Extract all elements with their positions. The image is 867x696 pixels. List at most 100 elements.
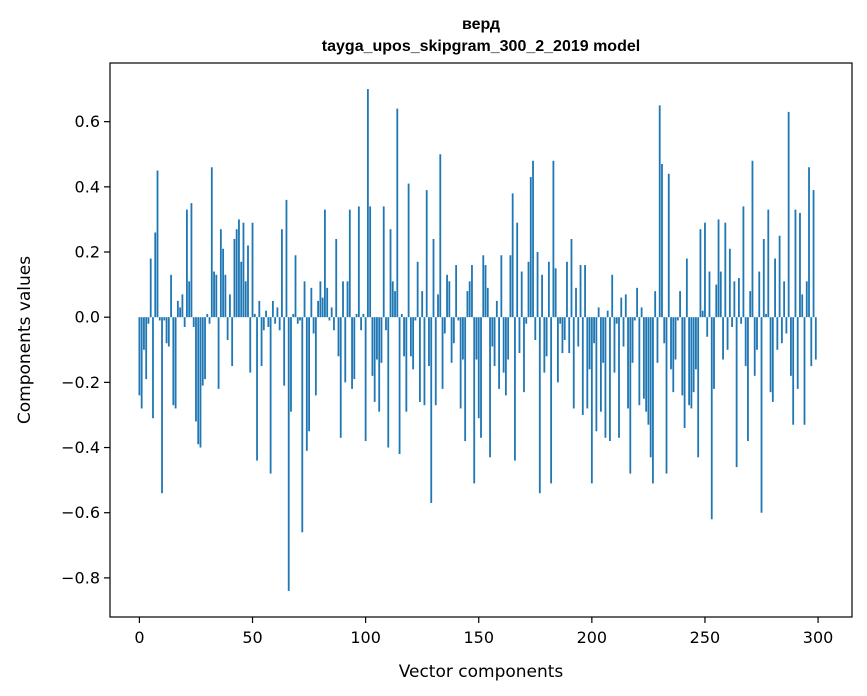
bar-component-46 <box>243 223 245 318</box>
bar-component-188 <box>564 317 566 340</box>
bar-component-67 <box>290 317 292 412</box>
bar-component-218 <box>632 317 634 363</box>
bar-component-222 <box>641 307 643 317</box>
bar-component-129 <box>430 317 432 503</box>
bar-component-116 <box>401 314 403 317</box>
bar-component-15 <box>172 317 174 405</box>
bar-component-240 <box>681 317 683 395</box>
bar-component-30 <box>206 314 208 317</box>
bar-component-38 <box>224 275 226 317</box>
bar-component-265 <box>738 278 740 317</box>
bar-component-170 <box>523 317 525 392</box>
bar-component-125 <box>421 291 423 317</box>
bar-component-10 <box>161 317 163 493</box>
bar-component-228 <box>654 291 656 317</box>
bar-component-280 <box>772 317 774 402</box>
bar-component-154 <box>487 288 489 317</box>
bar-component-112 <box>392 281 394 317</box>
bar-component-77 <box>313 317 315 333</box>
bar-component-137 <box>448 281 450 317</box>
bar-component-294 <box>804 317 806 425</box>
y-tick-label: −0.2 <box>61 373 100 392</box>
bar-component-143 <box>462 317 464 359</box>
bar-component-50 <box>252 223 254 318</box>
bar-component-167 <box>516 223 518 318</box>
bar-component-47 <box>245 281 247 317</box>
bar-component-198 <box>586 317 588 408</box>
bar-component-161 <box>503 317 505 372</box>
bar-component-14 <box>170 275 172 317</box>
bar-component-276 <box>763 239 765 317</box>
bar-component-211 <box>616 317 618 324</box>
bar-component-61 <box>277 307 279 317</box>
bar-component-223 <box>643 317 645 398</box>
bar-component-271 <box>752 161 754 317</box>
bar-component-178 <box>541 275 543 317</box>
bar-component-5 <box>150 259 152 318</box>
x-tick-label: 150 <box>463 628 494 647</box>
bar-component-56 <box>265 311 267 318</box>
bar-component-286 <box>785 317 787 333</box>
bar-component-187 <box>562 317 564 353</box>
bar-component-36 <box>220 229 222 317</box>
chart-title: верд <box>462 16 500 33</box>
bar-component-171 <box>525 317 527 324</box>
bar-component-21 <box>186 210 188 318</box>
bar-component-282 <box>776 317 778 350</box>
bar-component-119 <box>408 184 410 318</box>
bar-component-199 <box>589 317 591 369</box>
bar-component-261 <box>729 249 731 317</box>
bar-component-208 <box>609 317 611 441</box>
bar-component-115 <box>399 317 401 454</box>
bar-component-224 <box>645 317 647 412</box>
bar-component-113 <box>394 291 396 317</box>
bar-component-110 <box>387 317 389 447</box>
bar-component-89 <box>340 317 342 438</box>
bar-component-19 <box>181 294 183 317</box>
bar-component-165 <box>512 193 514 317</box>
bar-component-99 <box>362 314 364 317</box>
bar-component-48 <box>247 245 249 317</box>
bar-component-144 <box>464 317 466 441</box>
bar-component-59 <box>272 301 274 317</box>
bar-component-75 <box>308 317 310 431</box>
bar-component-138 <box>451 317 453 363</box>
bar-component-25 <box>195 317 197 421</box>
bar-component-275 <box>761 317 763 513</box>
bar-component-153 <box>485 265 487 317</box>
bar-component-221 <box>638 317 640 405</box>
bar-component-92 <box>347 281 349 317</box>
x-tick-label: 0 <box>134 628 144 647</box>
bar-component-43 <box>236 229 238 317</box>
bar-component-123 <box>417 262 419 317</box>
bar-component-176 <box>537 252 539 317</box>
bar-component-285 <box>783 281 785 317</box>
bar-component-100 <box>365 317 367 441</box>
bar-component-283 <box>779 236 781 317</box>
bar-component-118 <box>405 317 407 412</box>
bar-component-150 <box>478 317 480 418</box>
bar-component-236 <box>672 317 674 392</box>
bar-component-114 <box>396 109 398 318</box>
y-tick-label: −0.6 <box>61 503 100 522</box>
bar-component-201 <box>593 317 595 343</box>
bar-component-204 <box>600 317 602 412</box>
bar-component-267 <box>743 206 745 317</box>
bar-component-238 <box>677 317 679 320</box>
bar-component-192 <box>573 317 575 408</box>
bar-component-299 <box>815 317 817 359</box>
bar-component-226 <box>650 317 652 457</box>
bar-component-68 <box>292 314 294 317</box>
bar-component-189 <box>566 262 568 317</box>
bar-component-121 <box>412 317 414 369</box>
bar-component-103 <box>372 317 374 376</box>
bar-component-289 <box>792 317 794 425</box>
bar-component-8 <box>157 171 159 318</box>
bar-component-246 <box>695 317 697 369</box>
bars-group <box>139 89 817 591</box>
bar-component-55 <box>263 317 265 330</box>
bar-component-191 <box>571 239 573 317</box>
bar-component-64 <box>283 317 285 385</box>
bar-component-132 <box>437 294 439 317</box>
bar-component-27 <box>200 317 202 447</box>
